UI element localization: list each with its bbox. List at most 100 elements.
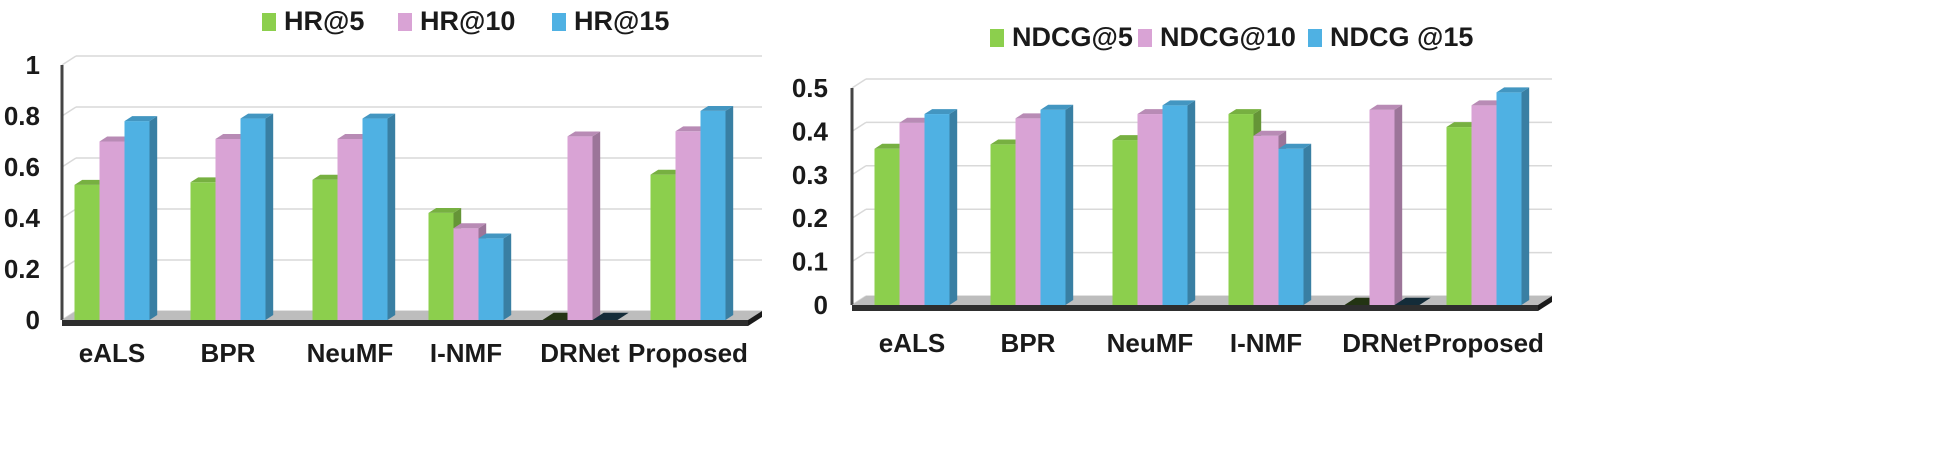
bar-front (1496, 92, 1522, 305)
legend-item: HR@5 (262, 6, 364, 36)
bar-top (124, 116, 158, 122)
bar-front (1278, 148, 1304, 305)
bar-top (453, 223, 487, 229)
x-tick-label: eALS (879, 328, 945, 358)
floor-side (748, 311, 762, 326)
y-tick-label: 0.4 (792, 116, 829, 146)
bar-top (1112, 135, 1146, 141)
x-tick-label: DRNet (540, 338, 620, 368)
bar-front (1040, 109, 1066, 305)
bar-side (1187, 100, 1196, 305)
bar-front (453, 228, 479, 320)
x-tick-label: Proposed (628, 338, 748, 368)
bar-front (1112, 140, 1138, 305)
bar-top (1253, 130, 1287, 136)
bar-eALS-HR@15 (124, 116, 158, 321)
chart-2: 0 0.1 0.2 0.3 0.4 0.5 eALS BPR NeuMF I-NMF DRNet Pr… (792, 22, 1552, 358)
bar-NeuMF-HR@15 (362, 113, 396, 320)
bar-top (1040, 104, 1074, 110)
bar-front (1015, 118, 1041, 305)
bar-front (700, 110, 726, 321)
bar-front (337, 138, 363, 320)
bar-front (190, 182, 216, 320)
bar-top (312, 174, 346, 180)
x-tick-label: DRNet (1342, 328, 1422, 358)
gridline-side (851, 121, 867, 133)
x-tick-label: NeuMF (307, 338, 394, 368)
legend-label: NDCG@5 (1012, 22, 1133, 52)
y-tick-label: 0.1 (792, 247, 828, 277)
legend-label: NDCG @15 (1330, 22, 1473, 52)
bar-NeuMF-NDCG @15 (1162, 100, 1196, 305)
bar-DRNet-HR@15 (592, 312, 629, 320)
bar-front (874, 148, 900, 305)
bar-front (650, 174, 676, 320)
bar-front (990, 144, 1016, 305)
bar-top (1471, 100, 1505, 106)
legend-swatch (990, 29, 1004, 47)
gridline-side (61, 208, 77, 219)
bar-top (337, 134, 371, 139)
y-tick-label: 0 (814, 290, 828, 320)
bar-DRNet-NDCG@10 (1369, 104, 1403, 305)
legend: HR@5 HR@10 HR@15 (262, 6, 669, 36)
bar-top (567, 131, 601, 137)
legend-item: NDCG@5 (990, 22, 1133, 52)
bar-front (1228, 114, 1254, 305)
bar-front (1162, 105, 1188, 305)
x-tick-label: I-NMF (430, 338, 502, 368)
gridline-side (851, 78, 867, 89)
bar-front (899, 122, 925, 305)
gridline-side (61, 259, 77, 270)
bar-top (478, 233, 512, 239)
bar-Proposed-HR@15 (700, 105, 734, 321)
bar-top (362, 113, 396, 119)
bar-top (1228, 109, 1262, 115)
legend-label: HR@5 (284, 6, 364, 36)
bar-front (74, 184, 100, 320)
bar-front (240, 118, 266, 320)
y-tick-label: 0.4 (4, 203, 41, 233)
bar-DRNet-HR@10 (567, 131, 601, 320)
bar-side (725, 105, 734, 320)
bar-top (190, 177, 224, 183)
gridline-side (851, 165, 867, 176)
bar-Proposed-NDCG @15 (1496, 87, 1530, 305)
bar-top (1015, 113, 1049, 119)
bar-top (1446, 122, 1480, 128)
bar-top (215, 134, 249, 139)
x-tick-label: BPR (1001, 328, 1056, 358)
gridline-side (61, 106, 77, 117)
y-tick-label: 0.3 (792, 160, 828, 190)
bar-front (215, 138, 241, 320)
bar-I-NMF-HR@15 (478, 233, 512, 320)
bar-front (1446, 127, 1472, 305)
y-tick-label: 1 (26, 50, 40, 80)
y-tick-label: 0.5 (792, 73, 828, 103)
bar-top (428, 207, 462, 213)
bar-top (1137, 109, 1171, 115)
y-tick-label: 0 (26, 305, 40, 335)
bar-top (675, 126, 709, 132)
grid-lines (61, 55, 762, 321)
bar-front (1471, 105, 1497, 305)
bar-top (899, 117, 933, 123)
bar-top (700, 105, 734, 111)
gridline-side (61, 157, 77, 168)
bar-front (99, 141, 125, 320)
legend-swatch (1308, 29, 1322, 47)
bar-top (924, 109, 958, 115)
bar-front (924, 114, 950, 305)
bar-side (1521, 87, 1530, 305)
bar-front (478, 238, 504, 320)
y-tick-label: 0.2 (792, 203, 828, 233)
bar-side (1065, 104, 1074, 305)
x-tick-label: Proposed (1424, 328, 1544, 358)
legend-item: HR@15 (552, 6, 669, 36)
gridline-side (851, 208, 867, 219)
bar-side (949, 109, 958, 305)
bar-side (265, 113, 274, 320)
legend-swatch (262, 13, 276, 31)
floor-front (852, 305, 1538, 311)
legend-swatch (552, 13, 566, 31)
